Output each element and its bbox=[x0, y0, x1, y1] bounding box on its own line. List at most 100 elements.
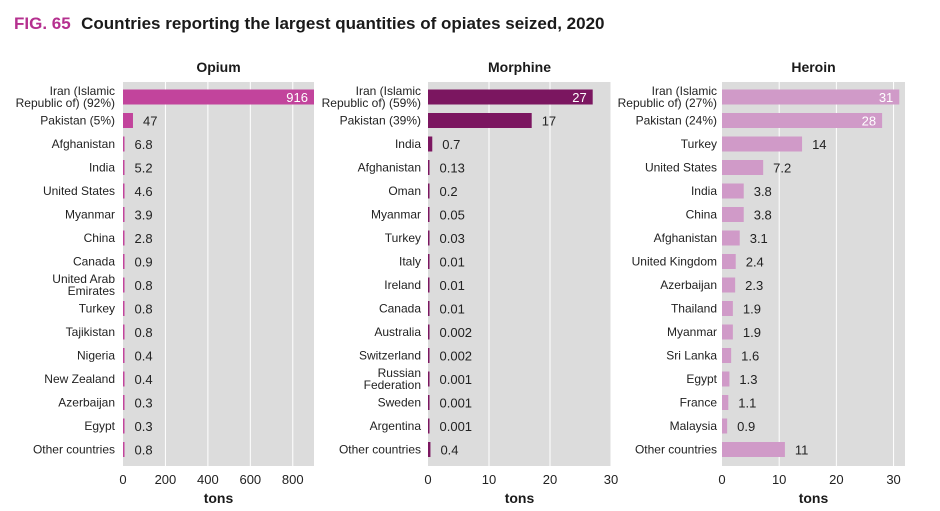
opium-bar bbox=[123, 254, 125, 269]
morphine-value-label: 0.03 bbox=[440, 231, 465, 246]
opium-value-label: 0.3 bbox=[135, 419, 153, 434]
opium-bar bbox=[123, 442, 125, 457]
heroin-category-label: Iran (Islamic Republic of) (27%) bbox=[618, 84, 717, 110]
opium-bar bbox=[123, 160, 125, 175]
opium-category-label: Egypt bbox=[84, 419, 115, 433]
heroin-value-label: 28 bbox=[862, 114, 876, 129]
morphine-value-label: 0.2 bbox=[440, 184, 458, 199]
opium-bar bbox=[123, 395, 125, 410]
heroin-value-label: 3.8 bbox=[754, 208, 772, 223]
morphine-bar bbox=[428, 301, 430, 316]
morphine-category-label: Myanmar bbox=[371, 208, 421, 222]
heroin-tick-label: 0 bbox=[718, 472, 725, 487]
heroin-value-label: 3.1 bbox=[750, 231, 768, 246]
opium-bar bbox=[123, 230, 125, 246]
morphine-value-label: 0.001 bbox=[440, 396, 473, 411]
heroin-chart-title: Heroin bbox=[791, 59, 835, 75]
heroin-value-label: 1.9 bbox=[743, 302, 761, 317]
heroin-bar bbox=[722, 160, 764, 175]
opium-category-label: New Zealand bbox=[44, 372, 115, 386]
morphine-category-label: Switzerland bbox=[359, 349, 421, 363]
figure-title: Countries reporting the largest quantiti… bbox=[81, 14, 605, 33]
heroin-value-label: 2.3 bbox=[745, 278, 763, 293]
opium-value-label: 0.9 bbox=[135, 255, 153, 270]
heroin-category-label: China bbox=[686, 208, 718, 222]
heroin-tick-label: 20 bbox=[829, 472, 843, 487]
opium-bar bbox=[123, 324, 125, 340]
heroin-bar bbox=[722, 418, 728, 434]
morphine-tick-label: 30 bbox=[604, 472, 618, 487]
heroin-bar bbox=[722, 442, 785, 457]
opium-value-label: 0.8 bbox=[135, 325, 153, 340]
morphine-value-label: 0.002 bbox=[440, 349, 473, 364]
heroin-category-label: India bbox=[691, 184, 717, 198]
morphine-bar bbox=[428, 89, 593, 105]
heroin-bar bbox=[722, 395, 729, 410]
morphine-value-label: 0.13 bbox=[440, 161, 465, 176]
heroin-value-label: 0.9 bbox=[737, 419, 755, 434]
heroin-category-label: Myanmar bbox=[667, 325, 717, 339]
opium-axis-label: tons bbox=[204, 490, 234, 506]
heroin-value-label: 3.8 bbox=[754, 184, 772, 199]
morphine-category-label: Australia bbox=[374, 325, 421, 339]
morphine-value-label: 0.001 bbox=[440, 372, 473, 387]
opium-category-label: Pakistan (5%) bbox=[40, 114, 115, 128]
morphine-bar bbox=[428, 395, 430, 410]
morphine-category-label: Afghanistan bbox=[358, 161, 421, 175]
morphine-plot-area bbox=[428, 82, 611, 466]
morphine-bar bbox=[428, 254, 430, 269]
morphine-bar bbox=[428, 324, 430, 340]
heroin-bar bbox=[722, 207, 744, 222]
heroin-bar bbox=[722, 348, 732, 363]
morphine-value-label: 27 bbox=[572, 90, 586, 105]
morphine-category-label: Ireland bbox=[384, 278, 421, 292]
opium-category-label: Azerbaijan bbox=[58, 396, 115, 410]
morphine-category-label: Iran (Islamic Republic of) (59%) bbox=[322, 84, 421, 110]
morphine-category-label: Russian Federation bbox=[364, 366, 421, 392]
opium-category-label: Myanmar bbox=[65, 208, 115, 222]
morphine-bar bbox=[428, 160, 430, 175]
morphine-bar bbox=[428, 442, 431, 457]
opium-category-label: United Arab Emirates bbox=[52, 272, 115, 298]
morphine-value-label: 0.7 bbox=[442, 137, 460, 152]
heroin-value-label: 1.1 bbox=[738, 396, 756, 411]
heroin-category-label: France bbox=[680, 396, 718, 410]
morphine-category-label: Sweden bbox=[378, 396, 421, 410]
morphine-bar bbox=[428, 230, 430, 246]
opium-bar bbox=[123, 89, 314, 105]
heroin-value-label: 11 bbox=[795, 443, 809, 458]
morphine-value-label: 0.4 bbox=[440, 443, 458, 458]
heroin-value-label: 2.4 bbox=[746, 255, 764, 270]
opium-bar bbox=[123, 183, 125, 199]
opium-value-label: 0.8 bbox=[135, 278, 153, 293]
opium-plot-area bbox=[123, 82, 314, 466]
heroin-value-label: 1.3 bbox=[739, 372, 757, 387]
heroin-bar bbox=[722, 371, 730, 387]
opium-value-label: 3.9 bbox=[135, 208, 153, 223]
morphine-category-label: Pakistan (39%) bbox=[340, 114, 421, 128]
morphine-value-label: 0.05 bbox=[440, 208, 465, 223]
heroin-category-label: Azerbaijan bbox=[660, 278, 717, 292]
morphine-bar bbox=[428, 113, 532, 128]
heroin-category-label: United Kingdom bbox=[632, 255, 717, 269]
heroin-bar bbox=[722, 324, 733, 340]
morphine-value-label: 0.01 bbox=[440, 278, 465, 293]
opium-category-label: Afghanistan bbox=[52, 137, 115, 151]
heroin-category-label: Pakistan (24%) bbox=[636, 114, 717, 128]
morphine-category-label: Argentina bbox=[370, 419, 422, 433]
opium-value-label: 2.8 bbox=[135, 231, 153, 246]
opium-value-label: 0.8 bbox=[135, 302, 153, 317]
morphine-category-label: Other countries bbox=[339, 443, 421, 457]
heroin-category-label: United States bbox=[645, 161, 717, 175]
opium-tick-label: 400 bbox=[197, 472, 219, 487]
heroin-value-label: 7.2 bbox=[773, 161, 791, 176]
opium-value-label: 916 bbox=[286, 90, 308, 105]
heroin-bar bbox=[722, 254, 736, 269]
opium-bar bbox=[123, 207, 125, 222]
opium-category-label: China bbox=[84, 231, 116, 245]
opium-category-label: Nigeria bbox=[77, 349, 115, 363]
heroin-bar bbox=[722, 113, 883, 128]
opium-tick-label: 0 bbox=[119, 472, 126, 487]
opium-bar bbox=[123, 348, 125, 363]
